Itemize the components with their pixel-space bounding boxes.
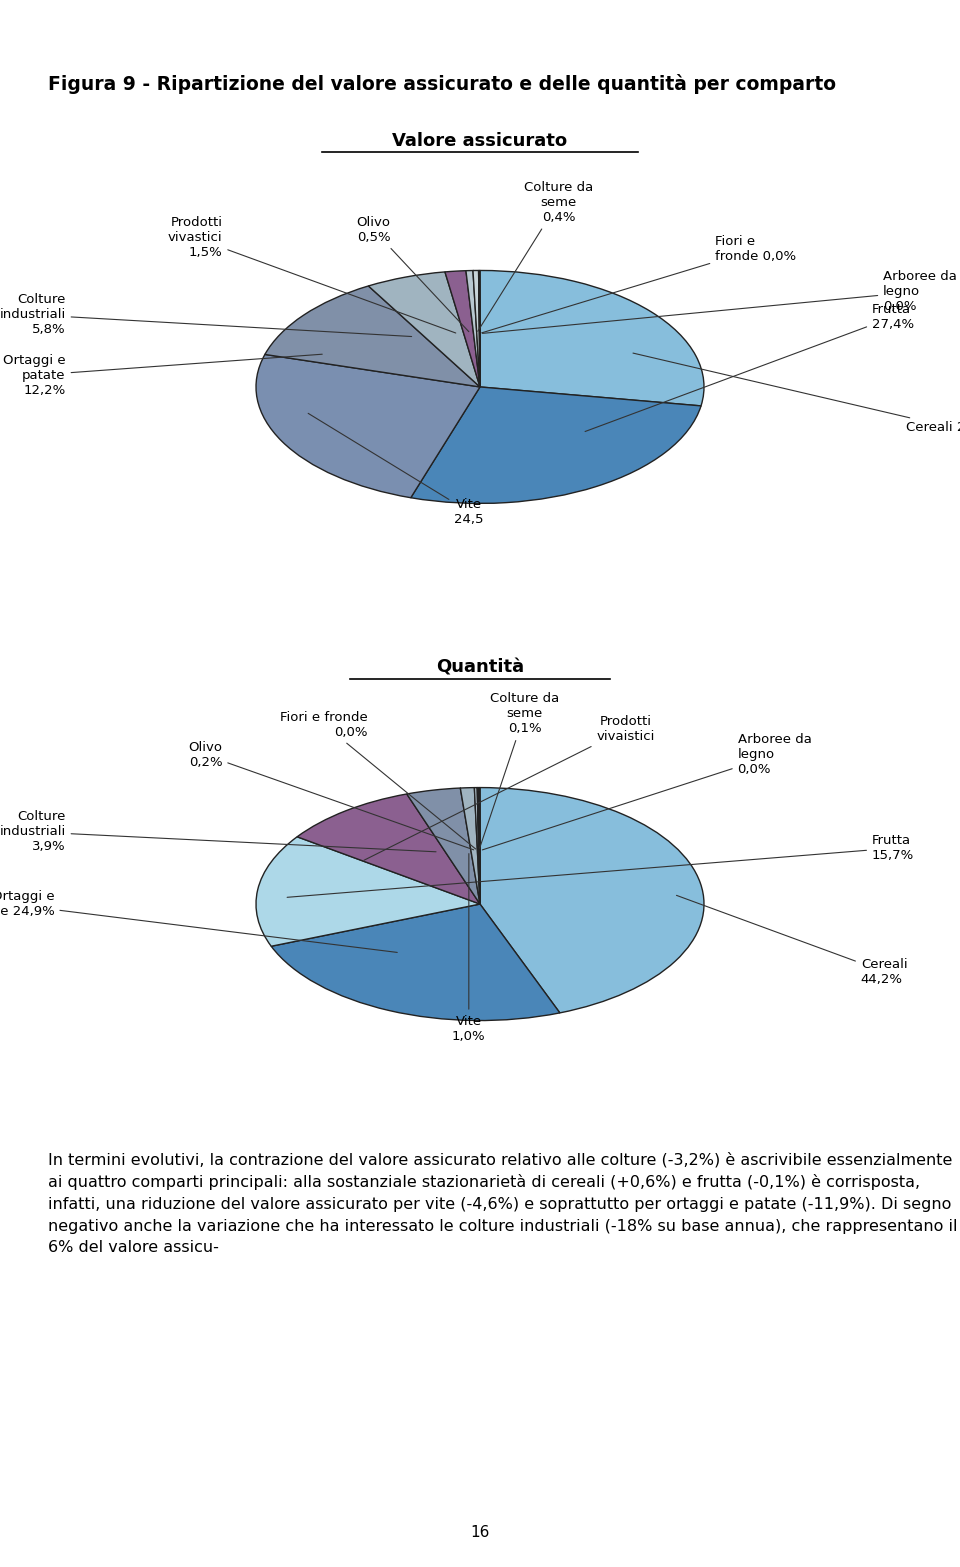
Text: Frutta
27,4%: Frutta 27,4% bbox=[585, 302, 914, 431]
Text: Valore assicurato: Valore assicurato bbox=[393, 132, 567, 150]
Wedge shape bbox=[265, 285, 480, 387]
Text: Vite
1,0%: Vite 1,0% bbox=[452, 854, 486, 1042]
Text: Colture
industriali
5,8%: Colture industriali 5,8% bbox=[0, 293, 412, 337]
Wedge shape bbox=[256, 837, 480, 946]
Wedge shape bbox=[473, 271, 480, 387]
Text: Vite
24,5: Vite 24,5 bbox=[308, 414, 484, 525]
Wedge shape bbox=[478, 788, 480, 904]
Text: Fiori e
fronde 0,0%: Fiori e fronde 0,0% bbox=[482, 235, 797, 332]
Wedge shape bbox=[474, 788, 480, 904]
Text: Quantità: Quantità bbox=[436, 658, 524, 677]
Text: Prodotti
vivaistici: Prodotti vivaistici bbox=[364, 715, 655, 860]
Text: Arboree da
legno
0,0%: Arboree da legno 0,0% bbox=[483, 270, 957, 334]
Text: Fiori e fronde
0,0%: Fiori e fronde 0,0% bbox=[280, 711, 476, 849]
Text: Olivo
0,5%: Olivo 0,5% bbox=[356, 216, 468, 332]
Wedge shape bbox=[369, 273, 480, 387]
Wedge shape bbox=[256, 354, 480, 498]
Text: Frutta
15,7%: Frutta 15,7% bbox=[287, 834, 914, 898]
Text: Arboree da
legno
0,0%: Arboree da legno 0,0% bbox=[482, 733, 811, 849]
Text: Ortaggi e
patate 24,9%: Ortaggi e patate 24,9% bbox=[0, 890, 397, 953]
Text: Colture da
seme
0,1%: Colture da seme 0,1% bbox=[480, 693, 560, 848]
Wedge shape bbox=[477, 788, 480, 904]
Text: Colture da
seme
0,4%: Colture da seme 0,4% bbox=[478, 180, 593, 331]
Text: Prodotti
vivastici
1,5%: Prodotti vivastici 1,5% bbox=[168, 216, 456, 334]
Wedge shape bbox=[480, 788, 704, 1012]
Wedge shape bbox=[479, 271, 480, 387]
Wedge shape bbox=[411, 387, 701, 503]
Wedge shape bbox=[461, 788, 480, 904]
Text: Ortaggi e
patate
12,2%: Ortaggi e patate 12,2% bbox=[3, 354, 323, 396]
Text: Cereali
44,2%: Cereali 44,2% bbox=[677, 895, 907, 986]
Text: Cereali 27,6%: Cereali 27,6% bbox=[633, 353, 960, 434]
Text: Olivo
0,2%: Olivo 0,2% bbox=[188, 741, 473, 849]
Wedge shape bbox=[466, 271, 480, 387]
Text: 16: 16 bbox=[470, 1525, 490, 1540]
Wedge shape bbox=[272, 904, 560, 1020]
Text: In termini evolutivi, la contrazione del valore assicurato relativo alle colture: In termini evolutivi, la contrazione del… bbox=[48, 1152, 957, 1255]
Wedge shape bbox=[298, 794, 480, 904]
Wedge shape bbox=[480, 271, 704, 406]
Text: Colture
industriali
3,9%: Colture industriali 3,9% bbox=[0, 810, 436, 854]
Wedge shape bbox=[407, 788, 480, 904]
Wedge shape bbox=[444, 271, 480, 387]
Text: Figura 9 - Ripartizione del valore assicurato e delle quantità per comparto: Figura 9 - Ripartizione del valore assic… bbox=[48, 74, 836, 94]
